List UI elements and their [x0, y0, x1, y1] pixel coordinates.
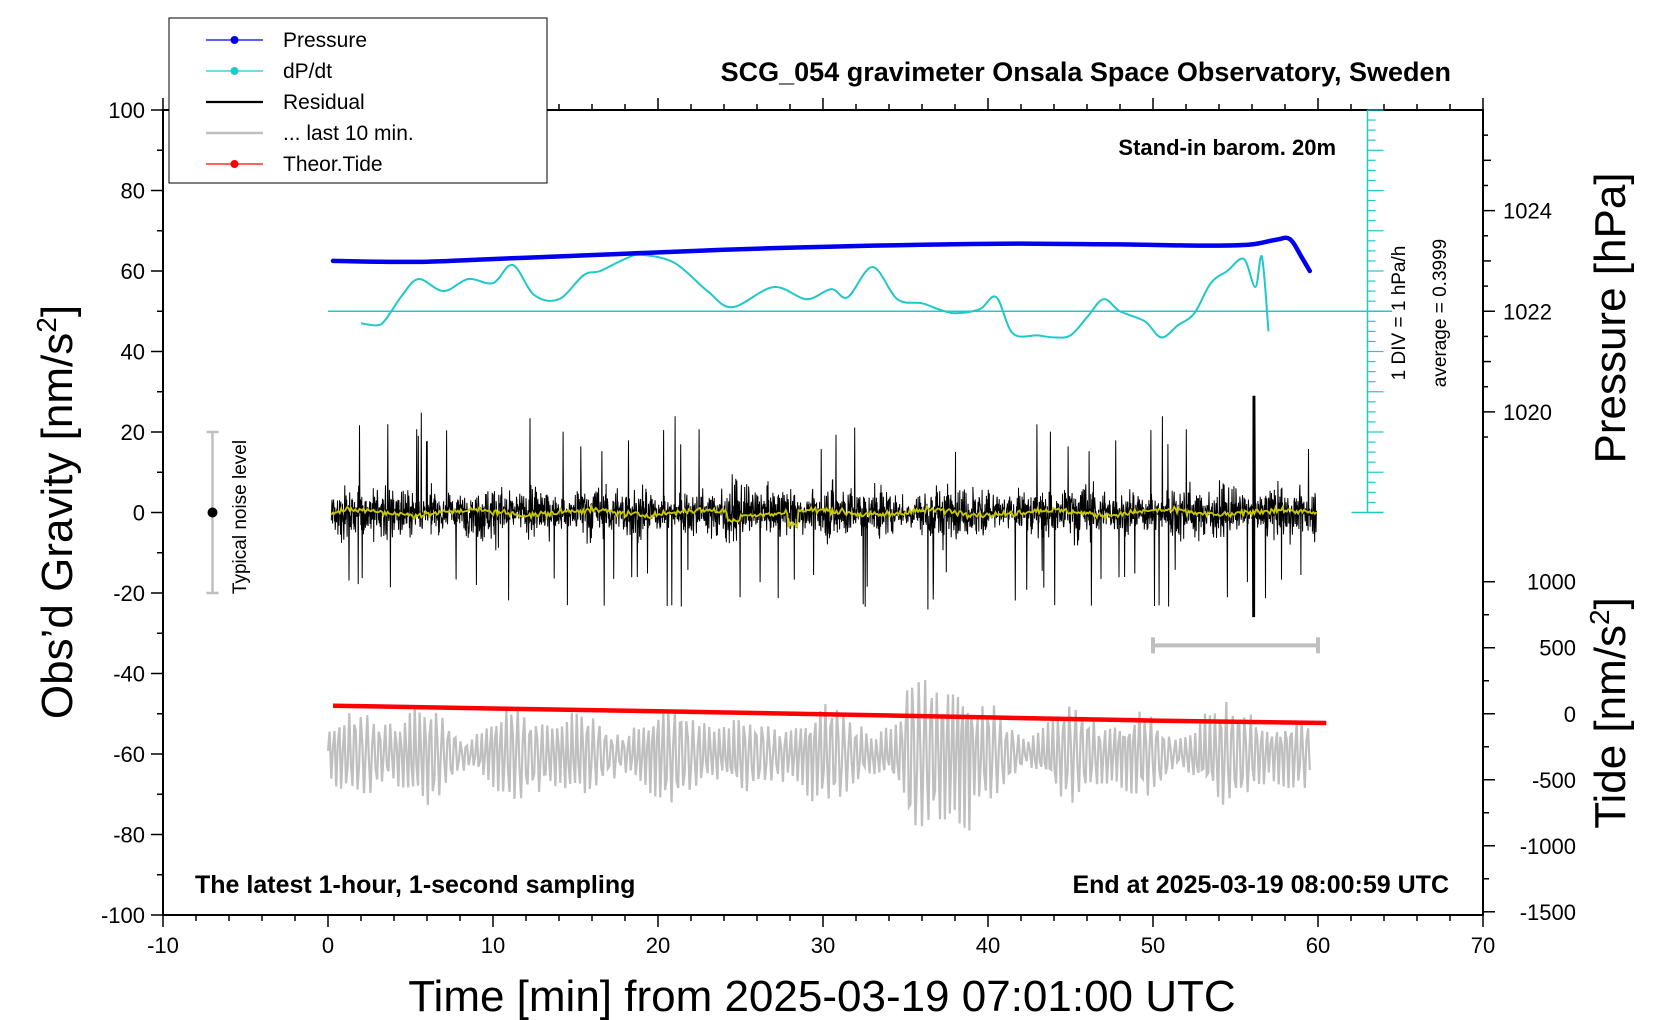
y-tick-label: -40 — [113, 662, 145, 687]
y-tick-label: 20 — [121, 420, 145, 445]
dpdt-div-label: 1 DIV = 1 hPa/h — [1389, 246, 1410, 381]
y-tick-label: 40 — [121, 340, 145, 365]
x-axis-title: Time [min] from 2025-03-19 07:01:00 UTC — [408, 972, 1235, 1020]
tide-tick-label: -1500 — [1520, 900, 1576, 925]
legend-marker — [230, 36, 239, 44]
tide-tick-label: 1000 — [1527, 570, 1576, 595]
residual-series — [330, 395, 1317, 618]
legend-label: ... last 10 min. — [283, 122, 414, 145]
x-tick-label: 10 — [481, 933, 505, 958]
legend-marker — [230, 160, 239, 168]
pressure-line — [330, 235, 1313, 274]
footer-left: The latest 1-hour, 1-second sampling — [195, 871, 635, 899]
x-tick-label: 70 — [1471, 933, 1495, 958]
x-tick-label: -10 — [147, 933, 179, 958]
y-tick-label: 0 — [133, 501, 145, 526]
pressure-tick-label: 1020 — [1503, 400, 1552, 425]
x-tick-label: 20 — [646, 933, 670, 958]
tide-axis-title: Tide [nm/s2] — [1584, 597, 1635, 829]
theoretical-tide-series — [332, 703, 1327, 726]
x-tick-label: 30 — [811, 933, 835, 958]
smoothed-residual-line — [330, 503, 1318, 530]
last-10-min-line — [326, 680, 1311, 831]
y-tick-label: -80 — [113, 823, 145, 848]
pressure-series — [330, 235, 1313, 274]
y-tick-label: -60 — [113, 742, 145, 767]
chart-title: SCG_054 gravimeter Onsala Space Observat… — [721, 57, 1451, 87]
stand-in-label: Stand-in barom. 20m — [1118, 135, 1336, 160]
tide-tick-label: -500 — [1532, 768, 1576, 793]
residual-line — [330, 395, 1317, 618]
x-tick-label: 50 — [1141, 933, 1165, 958]
smoothed-residual-series — [330, 503, 1318, 530]
legend-label: Theor.Tide — [283, 153, 383, 176]
tide-tick-label: -1000 — [1520, 834, 1576, 859]
y-tick-label: 100 — [108, 98, 145, 123]
y-axis-pressure: 1024 1022 1020 — [1483, 134, 1552, 438]
dpdt-scale-bar — [1351, 109, 1384, 514]
legend-box — [168, 17, 548, 184]
legend-label: Residual — [283, 91, 365, 114]
y-tick-label: 60 — [121, 259, 145, 284]
tide-tick-label: 500 — [1539, 636, 1576, 661]
legend-label: Pressure — [283, 29, 367, 52]
x-axis: -10 0 10 20 30 40 50 60 70 — [147, 98, 1495, 958]
noise-bar-center — [207, 507, 218, 518]
y-tick-label: 80 — [121, 179, 145, 204]
y-tick-label: -20 — [113, 581, 145, 606]
legend-label: dP/dt — [283, 60, 332, 83]
x-tick-label: 40 — [976, 933, 1000, 958]
pressure-tick-label: 1022 — [1503, 299, 1552, 324]
pressure-tick-label: 1024 — [1503, 199, 1552, 224]
last-10-min-series — [326, 680, 1311, 831]
dpdt-series — [328, 253, 1393, 339]
legend: Pressure dP/dt Residual ... last 10 min. The… — [168, 17, 548, 184]
last-10-min-bar — [1151, 637, 1320, 654]
legend-marker — [230, 67, 239, 75]
y-axis-left: -100 -80 -60 -40 -20 0 20 40 60 80 100 — [101, 98, 163, 928]
y-axis-left-title: Obs’d Gravity [nm/s2] — [31, 305, 82, 719]
theoretical-tide-line — [332, 703, 1327, 726]
dpdt-average-label: average = 0.3999 — [1430, 239, 1451, 387]
tide-tick-label: 0 — [1564, 702, 1576, 727]
footer-right: End at 2025-03-19 08:00:59 UTC — [1072, 871, 1449, 899]
x-tick-label: 0 — [322, 933, 334, 958]
noise-level-bar — [206, 430, 219, 595]
noise-level-label: Typical noise level — [230, 440, 251, 594]
dpdt-line — [360, 253, 1270, 339]
y-axis-tide: 1000 500 0 -500 -1000 -1500 — [1483, 570, 1576, 925]
y-tick-label: -100 — [101, 903, 145, 928]
x-tick-label: 60 — [1306, 933, 1330, 958]
pressure-axis-title: Pressure [hPa] — [1586, 172, 1635, 463]
